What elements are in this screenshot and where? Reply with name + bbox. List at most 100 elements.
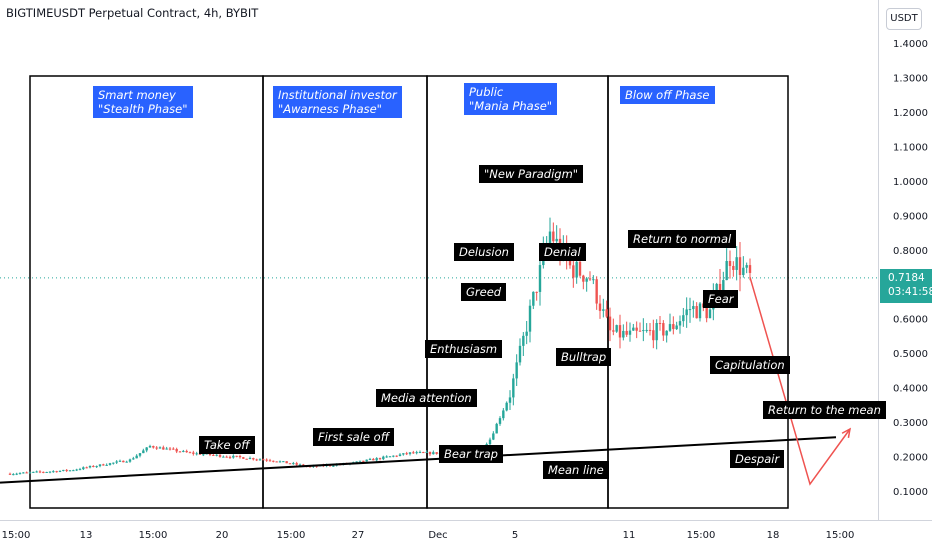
candle-body xyxy=(235,455,238,457)
candle-body xyxy=(375,458,378,461)
candle-body xyxy=(572,265,575,278)
candle-body xyxy=(408,452,412,454)
candle-body xyxy=(65,469,68,471)
candle-body xyxy=(98,464,102,467)
candle-body xyxy=(355,461,358,463)
candle-body xyxy=(182,450,185,452)
time-axis-separator xyxy=(0,520,932,521)
candle-body xyxy=(42,471,45,473)
candle-body xyxy=(528,305,532,332)
candle-body xyxy=(365,459,368,462)
candle-body xyxy=(695,306,698,319)
candle-body xyxy=(432,452,435,455)
candle-body xyxy=(582,275,585,282)
candle-body xyxy=(415,452,418,454)
y-tick-label: 0.9000 xyxy=(893,211,928,222)
annotation-delusion: Delusion xyxy=(454,243,514,261)
candle-body xyxy=(595,279,598,304)
candle-body xyxy=(392,455,395,457)
candle-body xyxy=(102,464,105,466)
annotation-mean-line: Mean line xyxy=(543,461,609,479)
x-tick-label: 11 xyxy=(623,530,636,541)
candle-body xyxy=(688,309,692,311)
candle-body xyxy=(228,456,232,458)
candle-body xyxy=(435,452,438,454)
candle-body xyxy=(218,454,222,457)
candle-body xyxy=(225,456,228,458)
candle-body xyxy=(15,473,18,475)
candle-body xyxy=(488,439,492,445)
candle-body xyxy=(592,279,595,281)
candle-body xyxy=(508,397,512,403)
candle-body xyxy=(412,452,415,454)
candle-body xyxy=(635,327,638,331)
candle-body xyxy=(52,471,55,473)
candle-body xyxy=(725,260,728,281)
candle-body xyxy=(608,316,612,331)
x-tick-label: 15:00 xyxy=(687,530,716,541)
candle-body xyxy=(172,448,175,450)
candle-body xyxy=(255,459,258,461)
annotation-capitulation: Capitulation xyxy=(710,356,790,374)
y-tick-label: 1.1000 xyxy=(893,142,928,153)
candle-body xyxy=(258,459,262,461)
candle-body xyxy=(212,454,215,456)
y-tick-label: 0.4000 xyxy=(893,384,928,395)
candle-body xyxy=(55,471,58,473)
projection-arrowhead xyxy=(841,427,852,438)
candle-body xyxy=(672,324,675,330)
candle-body xyxy=(665,330,668,336)
candle-body xyxy=(45,471,48,473)
x-tick-label: 27 xyxy=(352,530,365,541)
candle-body xyxy=(682,315,685,322)
candle-body xyxy=(72,470,75,472)
candle-body xyxy=(512,378,515,398)
candle-body xyxy=(92,465,95,467)
candle-body xyxy=(362,460,365,462)
candle-body xyxy=(192,452,195,454)
candle-body xyxy=(135,455,138,459)
candle-body xyxy=(642,330,645,332)
candle-body xyxy=(175,449,178,452)
bar-countdown: 03:41:58 xyxy=(888,286,932,298)
candle-body xyxy=(658,323,662,325)
x-tick-label: 15:00 xyxy=(139,530,168,541)
candle-body xyxy=(68,470,72,472)
candle-body xyxy=(628,330,632,335)
y-tick-label: 0.5000 xyxy=(893,349,928,360)
annotation-bulltrap: Bulltrap xyxy=(556,348,612,366)
candle-body xyxy=(385,456,388,458)
candle-body xyxy=(425,451,428,453)
candle-body xyxy=(112,462,115,464)
candle-body xyxy=(88,465,92,468)
candle-body xyxy=(62,469,65,471)
x-tick-label: 15:00 xyxy=(826,530,855,541)
candle-body xyxy=(662,323,665,336)
candle-body xyxy=(652,330,655,341)
candle-body xyxy=(298,464,302,466)
annotation-media-attention: Media attention xyxy=(376,389,477,407)
candle-body xyxy=(282,461,285,463)
candle-body xyxy=(575,261,578,278)
candle-body xyxy=(242,457,245,459)
phase-label-mania: Public "Mania Phase" xyxy=(464,83,558,115)
candle-body xyxy=(525,331,528,336)
candle-body xyxy=(612,330,615,332)
candle-body xyxy=(645,329,648,331)
currency-selector[interactable]: USDT xyxy=(886,8,922,30)
annotation-denial: Denial xyxy=(539,243,586,261)
candle-body xyxy=(402,453,405,455)
phase-box-3 xyxy=(426,75,609,509)
candle-body xyxy=(692,306,695,310)
candle-body xyxy=(162,447,165,450)
projection-path xyxy=(749,277,851,486)
candle-body xyxy=(548,231,552,245)
candle-body xyxy=(252,458,255,460)
candle-body xyxy=(122,460,125,463)
candle-body xyxy=(262,459,265,461)
candle-body xyxy=(188,452,192,454)
candle-body xyxy=(165,448,168,450)
candle-body xyxy=(198,453,202,455)
